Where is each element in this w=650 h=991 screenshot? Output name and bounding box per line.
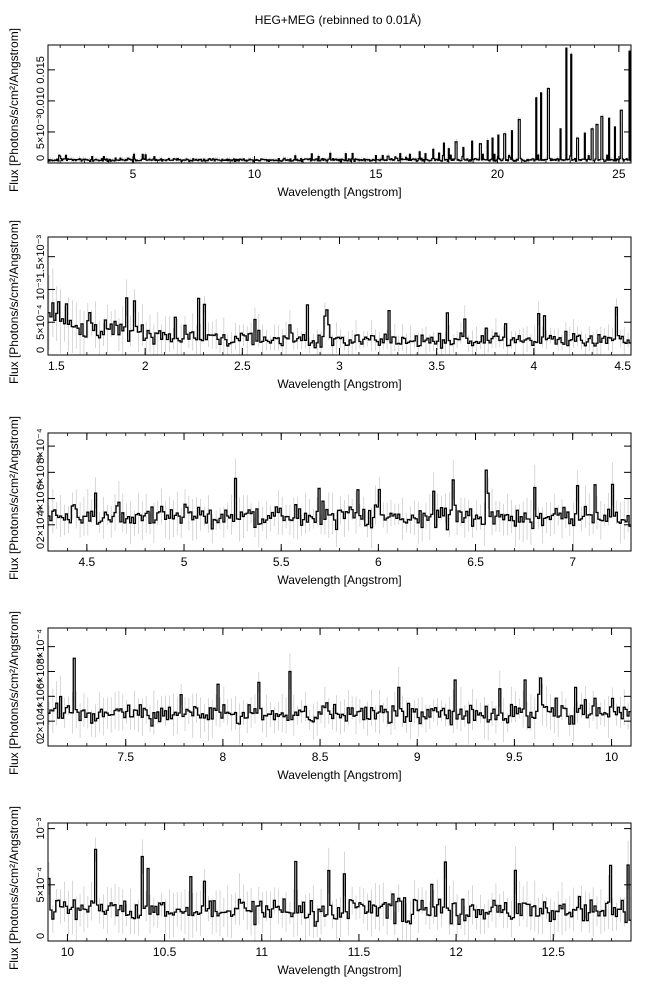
error-bars <box>48 48 630 163</box>
plot-frame <box>47 627 632 747</box>
spectrum-line <box>48 469 631 531</box>
error-bars <box>48 837 629 941</box>
x-tick-label: 12 <box>449 945 463 959</box>
y-tick-label: 0 <box>35 933 47 939</box>
y-tick-label: 8×10⁻⁴ <box>35 629 47 665</box>
x-tick-label: 5.5 <box>273 555 290 569</box>
y-tick-label: 5×10⁻⁴ <box>35 867 47 903</box>
x-tick-label: 11.5 <box>348 945 371 959</box>
x-axis-title: Wavelength [Angstrom] <box>277 573 401 587</box>
x-tick-label: 15 <box>369 167 383 181</box>
x-tick-label: 4.5 <box>79 555 96 569</box>
x-tick-label: 9 <box>414 750 421 764</box>
spectrum-line <box>48 47 631 163</box>
x-tick-label: 4 <box>530 359 537 373</box>
y-tick-label: 0.015 <box>35 56 47 84</box>
y-axis-title: Flux [Photons/s/cm²/Angstrom] <box>7 806 21 970</box>
x-axis-title: Wavelength [Angstrom] <box>277 377 401 391</box>
x-axis-title: Wavelength [Angstrom] <box>277 185 401 199</box>
x-tick-label: 10 <box>248 167 262 181</box>
x-tick-label: 20 <box>491 167 505 181</box>
x-tick-label: 10 <box>61 945 75 959</box>
y-tick-label: 8×10⁻⁴ <box>35 428 47 464</box>
spectrum-line <box>48 657 631 729</box>
y-tick-label: 10⁻³ <box>35 278 47 300</box>
y-tick-label: 5×10⁻⁴ <box>35 304 47 340</box>
y-axis-title: Flux [Photons/s/cm²/Angstrom] <box>7 220 21 384</box>
y-tick-label: 6×10⁻⁴ <box>35 454 47 490</box>
x-tick-label: 11 <box>256 945 269 959</box>
x-tick-label: 1.5 <box>48 359 65 373</box>
x-tick-label: 8.5 <box>312 750 329 764</box>
plot-frame <box>47 822 632 942</box>
plot-frame <box>47 432 632 552</box>
y-tick-label: 0.010 <box>35 87 47 115</box>
y-tick-label: 2×10⁻⁴ <box>35 507 47 543</box>
x-axis-title: Wavelength [Angstrom] <box>277 963 401 977</box>
y-tick-label: 0 <box>35 738 47 744</box>
y-tick-label: 0 <box>35 347 47 353</box>
y-tick-label: 10⁻³ <box>35 817 47 839</box>
x-tick-label: 5 <box>130 167 137 181</box>
x-tick-label: 10 <box>605 750 619 764</box>
chart-panel-4: 7.5 8 8.5 9 9.5 10 02×10⁻⁴4×10⁻⁴6×10⁻⁴8×10⁻⁴ Wa… <box>7 611 632 782</box>
y-tick-label: 4×10⁻⁴ <box>35 481 47 517</box>
chart-panel-2: 1.5 2 2.5 3 3.5 4 4.5 0 5×10⁻⁴ 10⁻³1.5×10⁻³ Wavele… <box>7 220 632 391</box>
x-tick-label: 2 <box>142 359 149 373</box>
x-axis-title: Wavelength [Angstrom] <box>277 768 401 782</box>
x-tick-label: 25 <box>612 167 626 181</box>
y-axis-title: Flux [Photons/s/cm²/Angstrom] <box>7 611 21 775</box>
x-tick-label: 4.5 <box>614 359 631 373</box>
error-bars <box>48 459 629 549</box>
y-axis-title: Flux [Photons/s/cm²/Angstrom] <box>7 416 21 580</box>
chart-panel-3: 4.5 5 5.5 6 6.5 7 02×10⁻⁴4×10⁻⁴6×10⁻⁴8×10⁻⁴ Wav… <box>7 416 632 587</box>
x-tick-label: 3.5 <box>428 359 445 373</box>
y-tick-label: 1.5×10⁻³ <box>35 235 47 279</box>
x-tick-label: 5 <box>181 555 188 569</box>
x-tick-label: 3 <box>336 359 343 373</box>
x-tick-label: 10.5 <box>153 945 177 959</box>
chart-panel-1: 5 10 15 20 25 0 5×10⁻³0.010 0.015 Wavelength [An… <box>7 28 632 199</box>
y-tick-label: 5×10⁻³ <box>35 114 47 149</box>
x-tick-label: 7 <box>569 555 576 569</box>
spectrum-line <box>48 848 631 927</box>
y-axis-title: Flux [Photons/s/cm²/Angstrom] <box>7 28 21 192</box>
y-tick-label: 2×10⁻⁴ <box>35 703 47 739</box>
x-tick-label: 6.5 <box>467 555 484 569</box>
y-tick-label: 4×10⁻⁴ <box>35 678 47 714</box>
x-tick-label: 12.5 <box>542 945 566 959</box>
x-tick-label: 6 <box>375 555 382 569</box>
x-tick-label: 8 <box>220 750 227 764</box>
y-tick-label: 6×10⁻⁴ <box>35 654 47 690</box>
chart-panel-5: 10 10.5 11 11.5 12 12.5 0 5×10⁻⁴ 10⁻³ Wavelength … <box>7 806 632 977</box>
figure-title: HEG+MEG (rebinned to 0.01Å) <box>255 12 421 27</box>
y-tick-label: 0 <box>35 543 47 549</box>
x-tick-label: 9.5 <box>506 750 523 764</box>
y-tick-label: 0 <box>35 155 47 161</box>
x-tick-label: 7.5 <box>117 750 134 764</box>
spectrum-line <box>48 297 631 349</box>
plot-frame <box>47 44 632 164</box>
x-tick-label: 2.5 <box>234 359 251 373</box>
